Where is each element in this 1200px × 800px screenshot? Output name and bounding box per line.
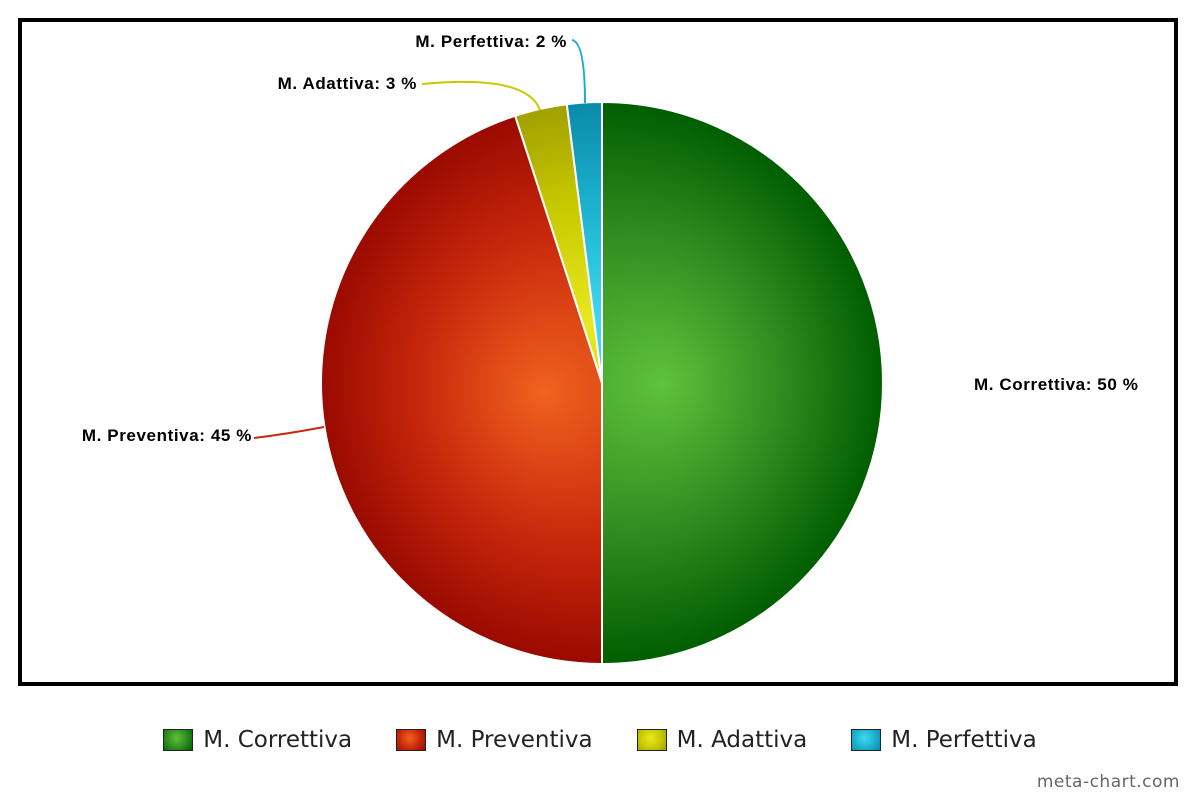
connector-m-adattiva [421,80,541,111]
legend-swatch [851,729,882,751]
legend-item-m-perfettiva[interactable]: M. Perfettiva [851,727,1037,753]
legend-label: M. Adattiva [676,727,808,753]
legend-item-m-adattiva[interactable]: M. Adattiva [636,727,808,753]
legend-label: M. Preventiva [436,727,593,753]
legend-swatch [163,729,194,751]
watermark: meta-chart.com [1036,772,1180,792]
legend-swatch [396,729,427,751]
data-label-m-preventiva: M. Preventiva: 45 % [82,426,252,445]
legend-swatch [636,729,667,751]
legend-item-m-preventiva[interactable]: M. Preventiva [396,727,593,753]
connector-m-preventiva [253,426,325,439]
chart-frame: M. Correttiva: 50 % M. Preventiva: 45 % M.… [18,18,1178,686]
legend-label: M. Perfettiva [891,727,1037,753]
legend-item-m-correttiva[interactable]: M. Correttiva [163,727,352,753]
data-label-m-correttiva: M. Correttiva: 50 % [974,375,1138,394]
connector-m-perfettiva [571,39,586,104]
data-label-m-adattiva: M. Adattiva: 3 % [278,74,417,93]
pie-slice-m-correttiva[interactable] [601,100,884,666]
legend: M. Correttiva M. Preventiva M. Adattiva M. … [0,722,1200,758]
legend-label: M. Correttiva [203,727,353,753]
pie-chart: M. Correttiva: 50 % M. Preventiva: 45 % M.… [82,32,1138,666]
pie-slice-m-preventiva[interactable] [320,114,603,666]
data-label-m-perfettiva: M. Perfettiva: 2 % [415,32,567,51]
